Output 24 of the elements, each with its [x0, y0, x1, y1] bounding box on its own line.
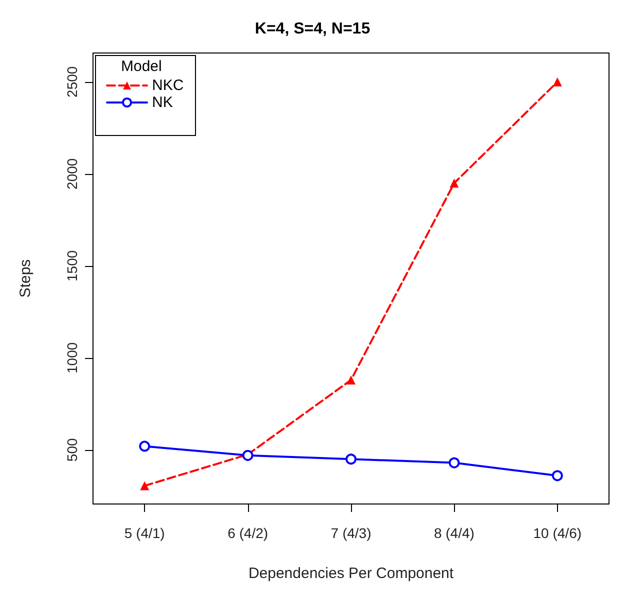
point	[448, 457, 460, 468]
point	[346, 375, 356, 384]
legend-title: Model	[121, 58, 162, 75]
x-tick-label: 7 (4/3)	[330, 525, 372, 541]
x-tick-label: 8 (4/4)	[434, 525, 474, 541]
y-tick-label: 1500	[64, 250, 80, 282]
point	[450, 178, 459, 188]
x-tick-label: 10 (4/6)	[533, 525, 582, 541]
point	[139, 440, 150, 452]
x-tick-label: 5 (4/1)	[124, 525, 165, 541]
point	[140, 481, 150, 490]
legend-label: NK	[152, 94, 173, 111]
y-tick-label: 1000	[64, 342, 80, 374]
y-tick-label: 500	[64, 438, 80, 462]
point	[346, 454, 356, 465]
chart-title: K=4, S=4, N=15	[254, 20, 370, 38]
point	[552, 77, 562, 86]
y-axis-title: Steps	[17, 259, 34, 298]
x-tick-label: 6 (4/2)	[228, 525, 268, 541]
y-tick-label: 2500	[64, 66, 80, 98]
legend-label: NKC	[152, 77, 184, 94]
point	[552, 470, 563, 482]
y-tick-label: 2000	[64, 158, 80, 190]
x-axis-title: Dependencies Per Component	[248, 565, 454, 582]
